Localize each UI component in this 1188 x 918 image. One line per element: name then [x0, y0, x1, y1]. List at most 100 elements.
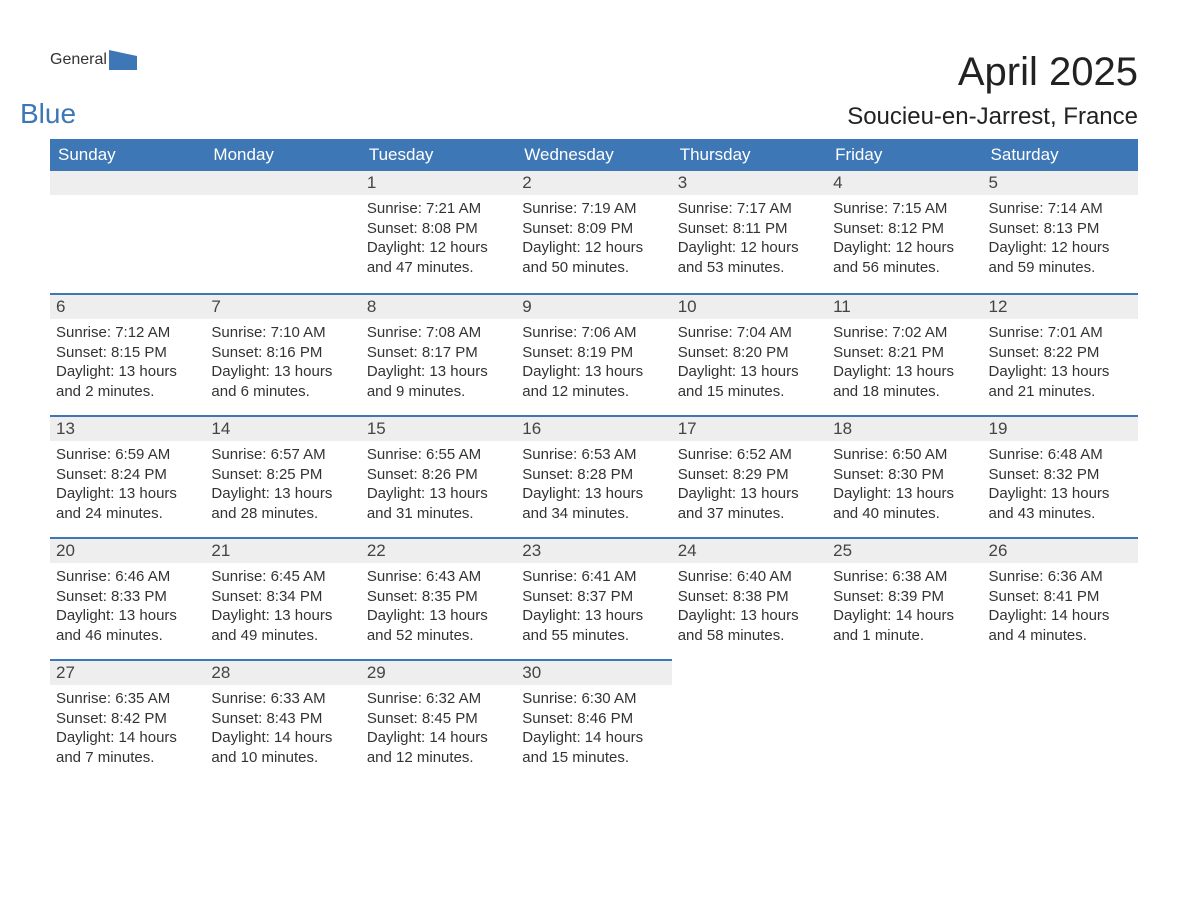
sunrise-text: Sunrise: 7:21 AM — [367, 199, 510, 219]
day-number: 8 — [361, 293, 516, 319]
sunset-text: Sunset: 8:35 PM — [367, 587, 510, 607]
calendar-day-cell: 23Sunrise: 6:41 AMSunset: 8:37 PMDayligh… — [516, 537, 671, 659]
daylight-text: Daylight: 12 hours and 47 minutes. — [367, 238, 510, 277]
calendar-day-cell: 4Sunrise: 7:15 AMSunset: 8:12 PMDaylight… — [827, 171, 982, 293]
daylight-text: Daylight: 13 hours and 21 minutes. — [989, 362, 1132, 401]
sunrise-text: Sunrise: 7:10 AM — [211, 323, 354, 343]
sunset-text: Sunset: 8:41 PM — [989, 587, 1132, 607]
day-number: 2 — [516, 171, 671, 195]
day-number: 17 — [672, 415, 827, 441]
page-title: April 2025 — [847, 50, 1138, 95]
day-number: 3 — [672, 171, 827, 195]
sunset-text: Sunset: 8:33 PM — [56, 587, 199, 607]
calendar-day-cell: 15Sunrise: 6:55 AMSunset: 8:26 PMDayligh… — [361, 415, 516, 537]
day-number: 18 — [827, 415, 982, 441]
sunset-text: Sunset: 8:17 PM — [367, 343, 510, 363]
empty-day-bar — [50, 171, 205, 195]
page-header: General Blue April 2025 Soucieu-en-Jarre… — [50, 50, 1138, 131]
day-number: 28 — [205, 659, 360, 685]
daylight-text: Daylight: 13 hours and 49 minutes. — [211, 606, 354, 645]
day-body: Sunrise: 6:32 AMSunset: 8:45 PMDaylight:… — [361, 685, 516, 773]
calendar-day-cell: 1Sunrise: 7:21 AMSunset: 8:08 PMDaylight… — [361, 171, 516, 293]
calendar-day-cell: 29Sunrise: 6:32 AMSunset: 8:45 PMDayligh… — [361, 659, 516, 781]
sunrise-text: Sunrise: 6:50 AM — [833, 445, 976, 465]
sunrise-text: Sunrise: 6:57 AM — [211, 445, 354, 465]
day-body: Sunrise: 6:45 AMSunset: 8:34 PMDaylight:… — [205, 563, 360, 651]
sunset-text: Sunset: 8:28 PM — [522, 465, 665, 485]
calendar-day-cell: 10Sunrise: 7:04 AMSunset: 8:20 PMDayligh… — [672, 293, 827, 415]
day-body: Sunrise: 7:02 AMSunset: 8:21 PMDaylight:… — [827, 319, 982, 407]
calendar-day-cell — [983, 659, 1138, 781]
day-number: 15 — [361, 415, 516, 441]
sunrise-text: Sunrise: 7:12 AM — [56, 323, 199, 343]
day-number: 20 — [50, 537, 205, 563]
calendar-column-header: Sunday — [50, 139, 205, 171]
day-body: Sunrise: 6:41 AMSunset: 8:37 PMDaylight:… — [516, 563, 671, 651]
logo-flag-icon — [109, 50, 137, 70]
calendar-column-header: Thursday — [672, 139, 827, 171]
day-body: Sunrise: 6:57 AMSunset: 8:25 PMDaylight:… — [205, 441, 360, 529]
sunrise-text: Sunrise: 7:06 AM — [522, 323, 665, 343]
day-number: 4 — [827, 171, 982, 195]
calendar-day-cell — [205, 171, 360, 293]
logo-text-general: General — [50, 51, 107, 69]
day-number: 10 — [672, 293, 827, 319]
calendar-column-header: Saturday — [983, 139, 1138, 171]
day-number: 9 — [516, 293, 671, 319]
calendar-day-cell: 9Sunrise: 7:06 AMSunset: 8:19 PMDaylight… — [516, 293, 671, 415]
calendar-day-cell: 2Sunrise: 7:19 AMSunset: 8:09 PMDaylight… — [516, 171, 671, 293]
sunset-text: Sunset: 8:21 PM — [833, 343, 976, 363]
daylight-text: Daylight: 12 hours and 53 minutes. — [678, 238, 821, 277]
sunset-text: Sunset: 8:45 PM — [367, 709, 510, 729]
day-body: Sunrise: 6:38 AMSunset: 8:39 PMDaylight:… — [827, 563, 982, 651]
sunrise-text: Sunrise: 6:53 AM — [522, 445, 665, 465]
daylight-text: Daylight: 13 hours and 43 minutes. — [989, 484, 1132, 523]
day-body: Sunrise: 7:04 AMSunset: 8:20 PMDaylight:… — [672, 319, 827, 407]
day-number: 14 — [205, 415, 360, 441]
calendar-column-header: Friday — [827, 139, 982, 171]
daylight-text: Daylight: 13 hours and 46 minutes. — [56, 606, 199, 645]
daylight-text: Daylight: 13 hours and 34 minutes. — [522, 484, 665, 523]
sunset-text: Sunset: 8:34 PM — [211, 587, 354, 607]
sunset-text: Sunset: 8:43 PM — [211, 709, 354, 729]
day-number: 30 — [516, 659, 671, 685]
calendar-day-cell: 18Sunrise: 6:50 AMSunset: 8:30 PMDayligh… — [827, 415, 982, 537]
sunrise-text: Sunrise: 6:40 AM — [678, 567, 821, 587]
sunrise-text: Sunrise: 7:01 AM — [989, 323, 1132, 343]
calendar-day-cell: 7Sunrise: 7:10 AMSunset: 8:16 PMDaylight… — [205, 293, 360, 415]
sunset-text: Sunset: 8:11 PM — [678, 219, 821, 239]
sunset-text: Sunset: 8:26 PM — [367, 465, 510, 485]
sunrise-text: Sunrise: 6:38 AM — [833, 567, 976, 587]
sunset-text: Sunset: 8:22 PM — [989, 343, 1132, 363]
sunset-text: Sunset: 8:39 PM — [833, 587, 976, 607]
calendar-day-cell: 16Sunrise: 6:53 AMSunset: 8:28 PMDayligh… — [516, 415, 671, 537]
day-body: Sunrise: 6:43 AMSunset: 8:35 PMDaylight:… — [361, 563, 516, 651]
sunset-text: Sunset: 8:32 PM — [989, 465, 1132, 485]
daylight-text: Daylight: 13 hours and 58 minutes. — [678, 606, 821, 645]
calendar-day-cell — [50, 171, 205, 293]
sunset-text: Sunset: 8:38 PM — [678, 587, 821, 607]
calendar-column-header: Monday — [205, 139, 360, 171]
daylight-text: Daylight: 13 hours and 37 minutes. — [678, 484, 821, 523]
daylight-text: Daylight: 13 hours and 28 minutes. — [211, 484, 354, 523]
day-body: Sunrise: 7:08 AMSunset: 8:17 PMDaylight:… — [361, 319, 516, 407]
calendar-header-row: SundayMondayTuesdayWednesdayThursdayFrid… — [50, 139, 1138, 171]
day-body: Sunrise: 7:17 AMSunset: 8:11 PMDaylight:… — [672, 195, 827, 283]
calendar-day-cell: 6Sunrise: 7:12 AMSunset: 8:15 PMDaylight… — [50, 293, 205, 415]
daylight-text: Daylight: 13 hours and 40 minutes. — [833, 484, 976, 523]
daylight-text: Daylight: 14 hours and 1 minute. — [833, 606, 976, 645]
daylight-text: Daylight: 13 hours and 6 minutes. — [211, 362, 354, 401]
sunrise-text: Sunrise: 7:14 AM — [989, 199, 1132, 219]
empty-day-bar — [205, 171, 360, 195]
day-number: 19 — [983, 415, 1138, 441]
day-number: 11 — [827, 293, 982, 319]
day-body: Sunrise: 6:48 AMSunset: 8:32 PMDaylight:… — [983, 441, 1138, 529]
calendar-day-cell: 17Sunrise: 6:52 AMSunset: 8:29 PMDayligh… — [672, 415, 827, 537]
daylight-text: Daylight: 12 hours and 56 minutes. — [833, 238, 976, 277]
day-body: Sunrise: 6:40 AMSunset: 8:38 PMDaylight:… — [672, 563, 827, 651]
calendar-column-header: Wednesday — [516, 139, 671, 171]
day-body: Sunrise: 7:14 AMSunset: 8:13 PMDaylight:… — [983, 195, 1138, 283]
sunrise-text: Sunrise: 7:08 AM — [367, 323, 510, 343]
sunrise-text: Sunrise: 6:30 AM — [522, 689, 665, 709]
sunrise-text: Sunrise: 6:32 AM — [367, 689, 510, 709]
